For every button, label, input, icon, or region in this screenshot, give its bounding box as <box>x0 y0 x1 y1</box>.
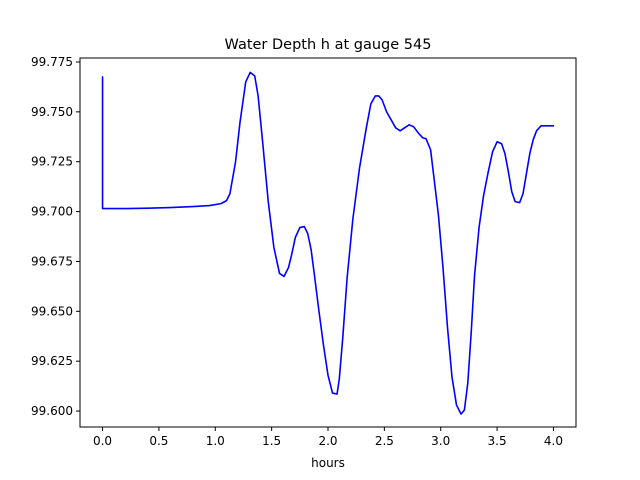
x-axis-label: hours <box>311 456 345 470</box>
x-axis: 0.0 0.5 1.0 1.5 2.0 2.5 3.0 3.5 4.0 <box>93 427 563 448</box>
y-tick-label: 99.725 <box>31 155 73 169</box>
x-tick-label: 0.0 <box>93 434 112 448</box>
y-axis: 99.600 99.625 99.650 99.675 99.700 99.725 99.7… <box>31 55 80 418</box>
x-tick-label: 2.0 <box>318 434 337 448</box>
x-tick-label: 2.5 <box>375 434 394 448</box>
y-tick-label: 99.775 <box>31 55 73 69</box>
series-line-1 <box>101 71 555 415</box>
y-tick-label: 99.750 <box>31 105 73 119</box>
y-tick-label: 99.625 <box>31 354 73 368</box>
x-tick-label: 1.0 <box>206 434 225 448</box>
y-tick-label: 99.700 <box>31 205 73 219</box>
plot-area <box>79 57 577 428</box>
y-tick-label: 99.600 <box>31 404 73 418</box>
x-tick-label: 3.0 <box>431 434 450 448</box>
x-tick-label: 1.5 <box>262 434 281 448</box>
x-tick-label: 0.5 <box>149 434 168 448</box>
y-tick-label: 99.675 <box>31 254 73 268</box>
plot-background <box>80 58 576 427</box>
chart-title: Water Depth h at gauge 545 <box>225 37 432 53</box>
x-tick-label: 3.5 <box>488 434 507 448</box>
series-layer <box>101 71 555 415</box>
y-tick-label: 99.650 <box>31 304 73 318</box>
x-tick-label: 4.0 <box>544 434 563 448</box>
